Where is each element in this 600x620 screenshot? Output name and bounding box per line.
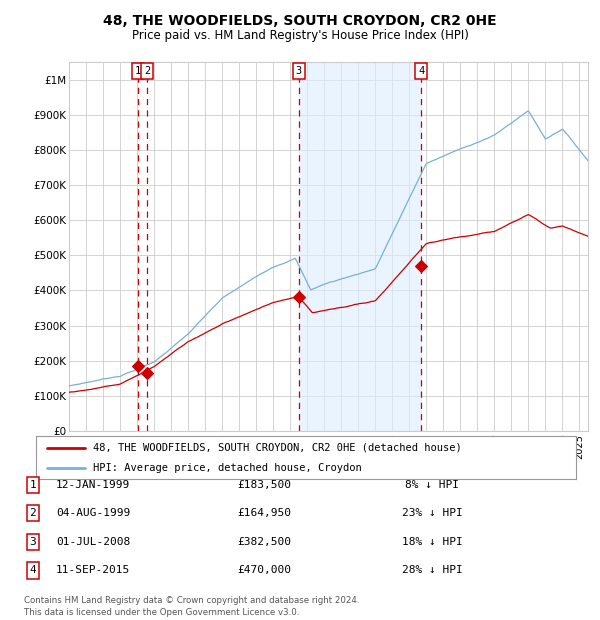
Text: 3: 3 — [29, 537, 37, 547]
Text: 2: 2 — [29, 508, 37, 518]
Text: HPI: Average price, detached house, Croydon: HPI: Average price, detached house, Croy… — [92, 463, 361, 473]
Text: Price paid vs. HM Land Registry's House Price Index (HPI): Price paid vs. HM Land Registry's House … — [131, 29, 469, 42]
Text: 48, THE WOODFIELDS, SOUTH CROYDON, CR2 0HE: 48, THE WOODFIELDS, SOUTH CROYDON, CR2 0… — [103, 14, 497, 28]
Text: £470,000: £470,000 — [237, 565, 291, 575]
Text: 23% ↓ HPI: 23% ↓ HPI — [401, 508, 463, 518]
Bar — [299, 62, 421, 431]
Text: 8% ↓ HPI: 8% ↓ HPI — [405, 480, 459, 490]
Point — [416, 261, 426, 271]
Text: £164,950: £164,950 — [237, 508, 291, 518]
Text: 11-SEP-2015: 11-SEP-2015 — [56, 565, 130, 575]
Text: Contains HM Land Registry data © Crown copyright and database right 2024.
This d: Contains HM Land Registry data © Crown c… — [24, 596, 359, 617]
Text: 2: 2 — [144, 66, 150, 76]
Text: 4: 4 — [29, 565, 37, 575]
Text: 1: 1 — [134, 66, 141, 76]
Point — [294, 291, 304, 301]
Point — [142, 368, 152, 378]
Text: £382,500: £382,500 — [237, 537, 291, 547]
Text: 1: 1 — [29, 480, 37, 490]
Text: £183,500: £183,500 — [237, 480, 291, 490]
Text: 4: 4 — [418, 66, 424, 76]
Text: 18% ↓ HPI: 18% ↓ HPI — [401, 537, 463, 547]
Point — [133, 361, 143, 371]
Text: 48, THE WOODFIELDS, SOUTH CROYDON, CR2 0HE (detached house): 48, THE WOODFIELDS, SOUTH CROYDON, CR2 0… — [92, 443, 461, 453]
Text: 04-AUG-1999: 04-AUG-1999 — [56, 508, 130, 518]
Text: 12-JAN-1999: 12-JAN-1999 — [56, 480, 130, 490]
Text: 28% ↓ HPI: 28% ↓ HPI — [401, 565, 463, 575]
Text: 3: 3 — [296, 66, 302, 76]
Text: 01-JUL-2008: 01-JUL-2008 — [56, 537, 130, 547]
